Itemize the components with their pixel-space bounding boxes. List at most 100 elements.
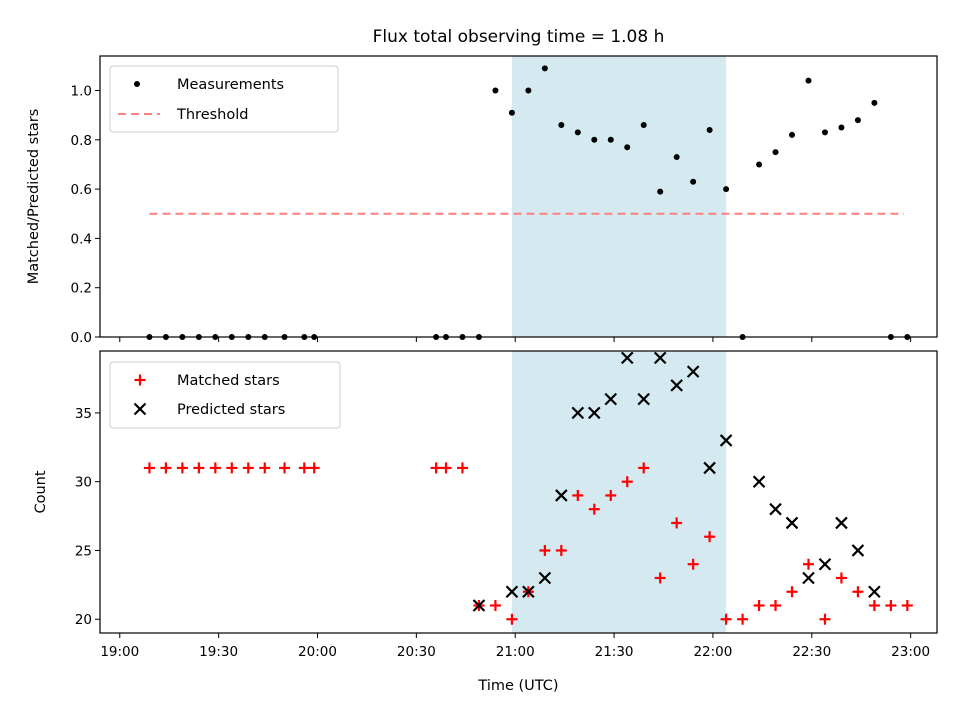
measurement-point (640, 122, 647, 129)
measurement-point (690, 178, 697, 185)
matched-star-point (786, 586, 798, 598)
top-legend: Measurements Threshold (109, 65, 339, 133)
measurement-point (657, 188, 664, 195)
x-tick-label: 21:00 (496, 644, 535, 660)
measurement-point (838, 124, 845, 131)
matched-star-point (572, 489, 584, 501)
y-tick-label: 0.8 (71, 133, 92, 149)
x-tick-label: 21:30 (595, 644, 634, 660)
matched-star-point (654, 572, 666, 584)
matched-star-point (720, 613, 732, 625)
x-tick-label: 20:00 (298, 644, 337, 660)
x-tick-label: 23:00 (891, 644, 930, 660)
top-panel: 0.0 0.2 0.4 0.6 0.8 1.0 Flux total observing … (26, 27, 938, 346)
predicted-star-point (522, 585, 535, 599)
matched-star-point (638, 462, 650, 474)
legend-cross-glyph (133, 402, 147, 416)
measurement-point (508, 109, 515, 116)
legend-label-matched: Matched stars (177, 373, 280, 389)
matched-star-point (143, 462, 155, 474)
measurement-point (574, 129, 581, 136)
matched-star-point (621, 476, 633, 488)
matched-star-point (671, 517, 683, 529)
legend-label-threshold: Threshold (176, 107, 248, 123)
matched-star-point (430, 462, 442, 474)
matched-star-point (259, 462, 271, 474)
top-shaded-interval (511, 56, 727, 337)
matched-star-point (555, 544, 567, 556)
legend-label-predicted: Predicted stars (177, 402, 285, 418)
predicted-star-point (505, 585, 519, 599)
matched-star-point (489, 599, 501, 611)
y-tick-label: 25 (75, 543, 92, 559)
measurement-point (624, 144, 631, 151)
measurement-point (772, 149, 779, 156)
measurement-point (706, 126, 713, 133)
predicted-star-point (472, 599, 486, 612)
x-axis-label: Time (UTC) (477, 678, 558, 694)
matched-star-point (704, 531, 716, 543)
predicted-star-point (620, 351, 634, 365)
measurement-point (805, 77, 812, 84)
measurement-point (854, 117, 861, 124)
chart-title: Flux total observing time = 1.08 h (373, 27, 665, 47)
matched-star-point (193, 462, 205, 474)
matched-star-point (176, 462, 188, 474)
predicted-star-point (670, 379, 683, 392)
measurement-point (756, 161, 763, 168)
predicted-star-point (637, 392, 650, 406)
x-tick-label: 19:00 (100, 644, 139, 660)
predicted-star-point (802, 571, 815, 585)
top-x-ticks (119, 337, 912, 342)
matched-star-point (440, 462, 452, 474)
predicted-star-point (604, 392, 618, 406)
matched-star-point (885, 599, 897, 611)
measurement-point (821, 129, 828, 136)
matched-star-point (753, 599, 765, 611)
measurement-point (789, 131, 796, 138)
matched-star-point (802, 558, 814, 570)
y-tick-label: 0.0 (71, 330, 92, 346)
y-tick-label: 0.6 (71, 182, 92, 198)
legend-plus-glyph (134, 374, 146, 386)
predicted-star-point (686, 365, 700, 378)
measurement-point (723, 186, 730, 193)
x-tick-label: 22:30 (792, 644, 831, 660)
matched-star-point (770, 599, 782, 611)
matched-star-point (160, 462, 172, 474)
matched-star-point (279, 462, 291, 474)
y-tick-label: 30 (75, 475, 92, 491)
measurement-point (607, 136, 614, 143)
legend-marker-matched (134, 374, 146, 386)
predicted-star-point (835, 516, 848, 530)
x-tick-label: 20:30 (397, 644, 436, 660)
predicted-star-point (719, 434, 733, 447)
x-tick-label: 19:30 (199, 644, 238, 660)
y-tick-label: 0.4 (71, 231, 92, 247)
y-tick-label: 0.2 (71, 281, 92, 297)
bottom-panel: 20 25 30 35 19:00 19:30 20:00 20:30 21:00 21:30 2… (33, 350, 938, 694)
measurement-point (591, 136, 598, 143)
matched-star-point (456, 462, 468, 474)
matched-star-point (687, 558, 699, 570)
predicted-star-point (703, 461, 716, 475)
matched-star-point (901, 599, 913, 611)
matched-star-point (226, 462, 238, 474)
matched-star-point (737, 613, 749, 625)
x-tick-label: 22:00 (693, 644, 732, 660)
measurement-point (558, 122, 565, 129)
matched-star-point (588, 503, 600, 515)
predicted-star-point (653, 351, 667, 365)
predicted-star-point (769, 502, 782, 516)
measurement-point (673, 154, 680, 161)
y-tick-label: 35 (75, 406, 92, 422)
predicted-star-point (538, 571, 552, 585)
matched-star-point (298, 462, 310, 474)
matched-star-points (143, 462, 913, 625)
bottom-legend: Matched stars Predicted stars (109, 361, 341, 429)
bottom-shaded-interval (511, 351, 727, 633)
bottom-x-ticks: 19:00 19:30 20:00 20:30 21:00 21:30 22:00 22:30… (100, 633, 930, 660)
measurement-point (525, 87, 532, 94)
bottom-axes-frame (99, 350, 938, 634)
